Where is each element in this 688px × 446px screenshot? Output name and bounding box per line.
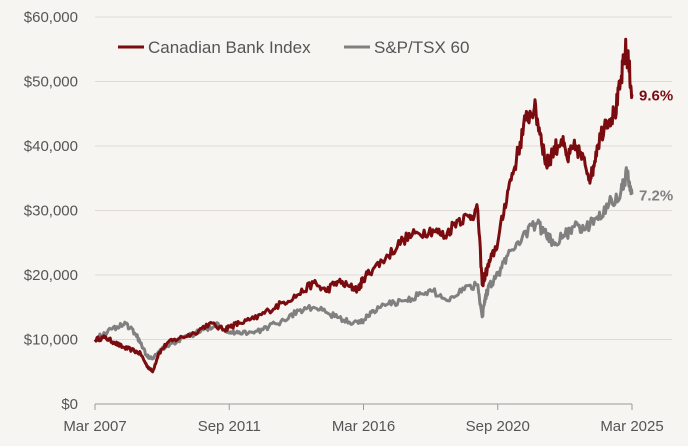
x-tick-label: Mar 2007	[63, 418, 126, 435]
legend-label: S&P/TSX 60	[374, 38, 469, 57]
end-label: 9.6%	[639, 87, 673, 104]
x-tick-label: Sep 2020	[466, 418, 530, 435]
x-tick-label: Mar 2016	[332, 418, 395, 435]
gridlines	[95, 16, 672, 340]
y-tick-label: $0	[61, 396, 78, 413]
y-tick-label: $50,000	[24, 74, 78, 91]
end-label: 7.2%	[639, 187, 673, 204]
y-tick-label: $30,000	[24, 203, 78, 220]
x-tick-label: Sep 2011	[198, 418, 261, 435]
y-axis: $0 $10,000 $20,000 $30,000 $40,000 $50,000 $60…	[24, 9, 78, 413]
series-lines	[93, 37, 634, 374]
y-tick-label: $60,000	[24, 9, 78, 26]
x-axis: Mar 2007 Sep 2011 Mar 2016 Sep 2020 Mar 2025	[63, 404, 664, 435]
y-tick-label: $20,000	[24, 267, 78, 284]
y-tick-label: $10,000	[24, 332, 78, 349]
legend: Canadian Bank Index S&P/TSX 60	[118, 38, 469, 57]
series-line-sp-tsx-60	[93, 166, 634, 361]
legend-label: Canadian Bank Index	[148, 38, 311, 57]
y-tick-label: $40,000	[24, 138, 78, 155]
end-labels: 9.6% 7.2%	[639, 87, 673, 204]
series-line-canadian-bank-index	[93, 37, 634, 374]
x-tick-label: Mar 2025	[600, 418, 663, 435]
